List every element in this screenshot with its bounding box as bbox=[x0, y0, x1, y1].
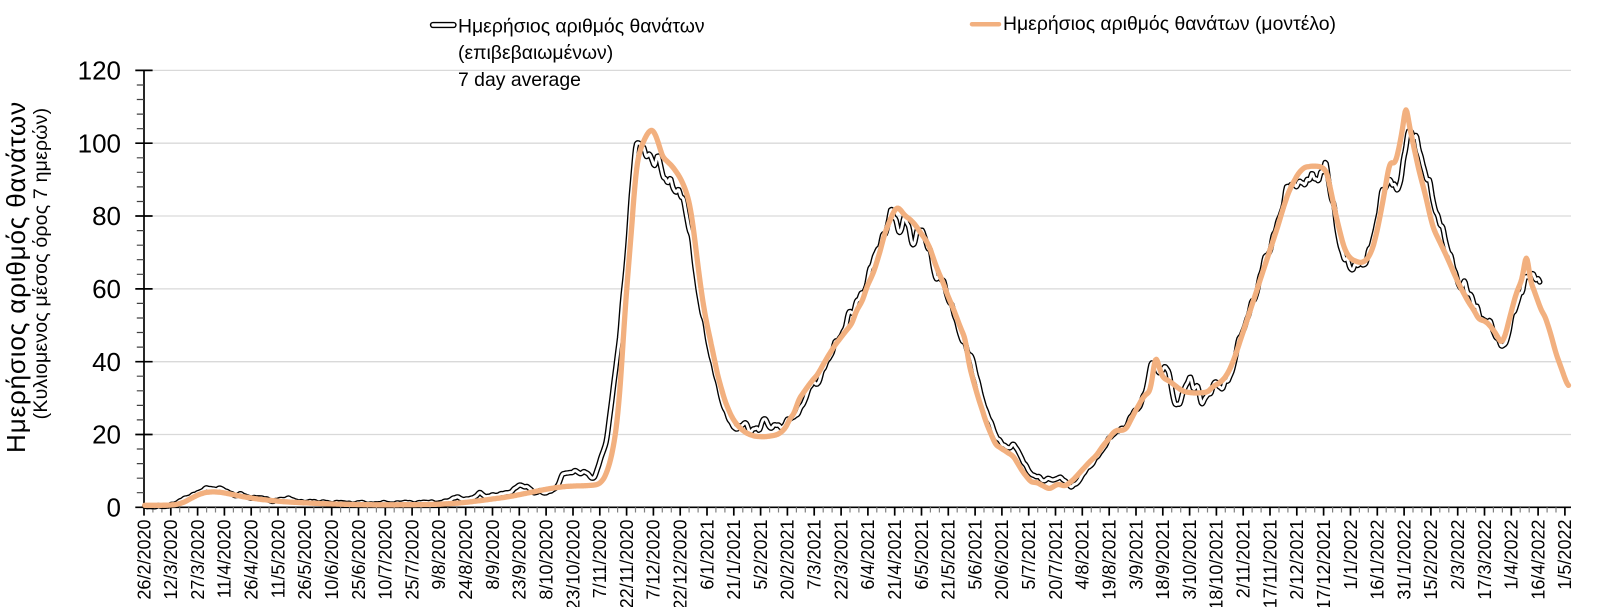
svg-text:20/7/2021: 20/7/2021 bbox=[1046, 520, 1066, 600]
svg-text:3/10/2021: 3/10/2021 bbox=[1180, 520, 1200, 600]
svg-text:27/3/2020: 27/3/2020 bbox=[188, 520, 208, 600]
svg-text:23/9/2020: 23/9/2020 bbox=[510, 520, 530, 600]
svg-text:2/3/2022: 2/3/2022 bbox=[1448, 520, 1468, 590]
svg-text:23/10/2020: 23/10/2020 bbox=[563, 520, 583, 608]
svg-text:18/10/2021: 18/10/2021 bbox=[1207, 520, 1227, 608]
svg-text:7/12/2020: 7/12/2020 bbox=[644, 520, 664, 600]
svg-text:0: 0 bbox=[107, 493, 121, 523]
svg-text:5/2/2021: 5/2/2021 bbox=[751, 520, 771, 590]
svg-text:120: 120 bbox=[78, 56, 121, 86]
svg-text:7 day average: 7 day average bbox=[458, 69, 581, 91]
svg-text:6/5/2021: 6/5/2021 bbox=[912, 520, 932, 590]
svg-text:26/5/2020: 26/5/2020 bbox=[295, 520, 315, 600]
svg-text:22/12/2020: 22/12/2020 bbox=[670, 520, 690, 608]
svg-text:25/7/2020: 25/7/2020 bbox=[402, 520, 422, 600]
svg-text:Ημερήσιος αριθμός θανάτων: Ημερήσιος αριθμός θανάτων bbox=[1, 101, 31, 453]
svg-text:15/2/2022: 15/2/2022 bbox=[1421, 520, 1441, 600]
svg-text:12/3/2020: 12/3/2020 bbox=[161, 520, 181, 600]
svg-text:(επιβεβαιωμένων): (επιβεβαιωμένων) bbox=[458, 42, 613, 64]
svg-text:Ημερήσιος αριθμός θανάτων (μον: Ημερήσιος αριθμός θανάτων (μοντέλο) bbox=[1003, 13, 1336, 35]
svg-text:5/6/2021: 5/6/2021 bbox=[965, 520, 985, 590]
svg-text:2/12/2021: 2/12/2021 bbox=[1287, 520, 1307, 600]
svg-text:10/6/2020: 10/6/2020 bbox=[322, 520, 342, 600]
svg-text:22/11/2020: 22/11/2020 bbox=[617, 520, 637, 608]
svg-text:24/8/2020: 24/8/2020 bbox=[456, 520, 476, 600]
svg-text:8/10/2020: 8/10/2020 bbox=[536, 520, 556, 600]
svg-text:20/6/2021: 20/6/2021 bbox=[992, 520, 1012, 600]
svg-text:4/8/2021: 4/8/2021 bbox=[1073, 520, 1093, 590]
svg-text:11/5/2020: 11/5/2020 bbox=[268, 520, 288, 599]
svg-text:11/4/2020: 11/4/2020 bbox=[215, 520, 235, 599]
svg-text:18/9/2021: 18/9/2021 bbox=[1153, 520, 1173, 600]
svg-text:22/3/2021: 22/3/2021 bbox=[831, 520, 851, 600]
svg-text:17/12/2021: 17/12/2021 bbox=[1314, 520, 1334, 608]
svg-text:20/2/2021: 20/2/2021 bbox=[778, 520, 798, 600]
svg-text:100: 100 bbox=[78, 128, 121, 158]
svg-text:1/1/2022: 1/1/2022 bbox=[1341, 520, 1361, 590]
svg-text:2/11/2021: 2/11/2021 bbox=[1233, 520, 1253, 599]
svg-text:8/9/2020: 8/9/2020 bbox=[483, 520, 503, 590]
svg-text:7/3/2021: 7/3/2021 bbox=[805, 520, 825, 590]
svg-text:31/1/2022: 31/1/2022 bbox=[1394, 520, 1414, 600]
svg-text:1/4/2022: 1/4/2022 bbox=[1502, 520, 1522, 590]
svg-text:3/9/2021: 3/9/2021 bbox=[1126, 520, 1146, 590]
svg-text:6/1/2021: 6/1/2021 bbox=[697, 520, 717, 590]
svg-text:60: 60 bbox=[92, 274, 121, 304]
svg-text:21/4/2021: 21/4/2021 bbox=[885, 520, 905, 600]
svg-text:26/2/2020: 26/2/2020 bbox=[134, 520, 154, 600]
svg-text:19/8/2021: 19/8/2021 bbox=[1099, 520, 1119, 600]
svg-text:16/4/2022: 16/4/2022 bbox=[1528, 520, 1548, 600]
svg-text:7/11/2020: 7/11/2020 bbox=[590, 520, 610, 599]
svg-text:16/1/2022: 16/1/2022 bbox=[1368, 520, 1388, 600]
svg-text:17/11/2021: 17/11/2021 bbox=[1260, 520, 1280, 608]
svg-text:9/8/2020: 9/8/2020 bbox=[429, 520, 449, 590]
svg-text:Ημερήσιος αριθμός θανάτων: Ημερήσιος αριθμός θανάτων bbox=[458, 16, 705, 38]
svg-text:80: 80 bbox=[92, 201, 121, 231]
svg-text:(Κυλιομενος μέσος όρος 7 ημερώ: (Κυλιομενος μέσος όρος 7 ημερών) bbox=[30, 108, 52, 420]
svg-text:21/5/2021: 21/5/2021 bbox=[939, 520, 959, 600]
svg-text:1/5/2022: 1/5/2022 bbox=[1555, 520, 1575, 590]
svg-text:20: 20 bbox=[92, 420, 121, 450]
svg-text:5/7/2021: 5/7/2021 bbox=[1019, 520, 1039, 590]
svg-text:25/6/2020: 25/6/2020 bbox=[349, 520, 369, 600]
svg-text:10/7/2020: 10/7/2020 bbox=[376, 520, 396, 600]
svg-text:6/4/2021: 6/4/2021 bbox=[858, 520, 878, 590]
svg-text:40: 40 bbox=[92, 347, 121, 377]
svg-text:17/3/2022: 17/3/2022 bbox=[1475, 520, 1495, 600]
svg-text:26/4/2020: 26/4/2020 bbox=[241, 520, 261, 600]
svg-text:21/1/2021: 21/1/2021 bbox=[724, 520, 744, 600]
